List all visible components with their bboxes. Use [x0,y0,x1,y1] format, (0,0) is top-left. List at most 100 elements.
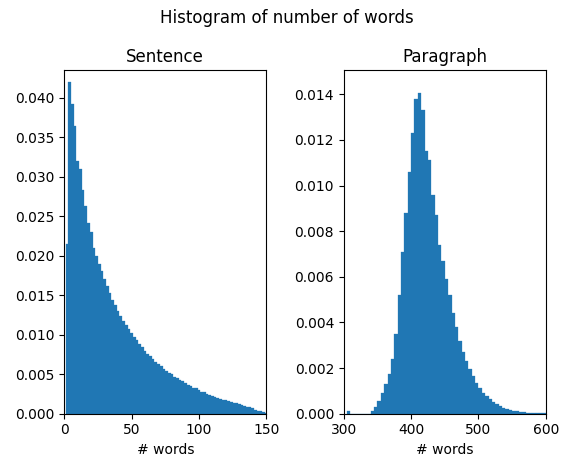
Bar [82,190,84,414]
Bar [203,392,205,414]
Bar [200,392,203,414]
Bar [135,340,138,414]
Bar [425,152,428,414]
Bar [71,104,73,414]
Bar [435,215,438,414]
Bar [187,385,189,414]
Bar [103,279,106,414]
Bar [232,403,235,414]
Bar [195,388,197,414]
Bar [505,409,509,414]
Bar [90,232,92,414]
Bar [168,373,170,414]
Bar [157,364,160,414]
Bar [98,264,100,414]
Bar [181,381,184,414]
Bar [114,305,117,414]
Bar [146,354,149,414]
Bar [173,377,176,414]
Bar [76,161,79,414]
Bar [230,402,232,414]
Text: Histogram of number of words: Histogram of number of words [160,9,414,27]
Bar [347,411,351,414]
Bar [532,413,536,414]
Bar [519,412,522,414]
Bar [529,413,532,414]
Bar [241,405,243,414]
Bar [495,405,499,414]
Bar [87,223,90,414]
Bar [414,99,418,414]
Bar [492,402,495,414]
Bar [515,412,519,414]
Bar [165,371,168,414]
Bar [222,399,224,414]
Bar [404,213,408,414]
Bar [259,412,262,414]
Bar [179,380,181,414]
Bar [377,401,381,414]
Bar [428,160,431,414]
Bar [461,352,465,414]
Bar [92,248,95,414]
Bar [79,169,82,414]
Bar [384,384,387,414]
Bar [468,369,472,414]
Bar [254,410,257,414]
Bar [485,396,488,414]
Bar [130,333,133,414]
Bar [465,361,468,414]
Bar [249,407,251,414]
Bar [127,329,130,414]
Bar [438,245,441,414]
Bar [488,399,492,414]
Bar [262,412,265,414]
Bar [421,110,425,414]
Bar [235,404,238,414]
Bar [214,397,216,414]
Bar [170,374,173,414]
Bar [108,293,111,414]
Bar [509,410,512,414]
Bar [111,300,114,414]
Bar [499,406,502,414]
Bar [482,393,485,414]
Bar [452,313,455,414]
Bar [526,413,529,414]
Bar [458,341,461,414]
Bar [257,411,259,414]
Bar [431,194,435,414]
Bar [162,369,165,414]
Bar [401,252,404,414]
Bar [475,383,479,414]
Bar [95,256,98,414]
Bar [192,388,195,414]
Bar [381,393,384,414]
Bar [472,376,475,414]
Bar [154,362,157,414]
Bar [387,374,391,414]
Bar [374,407,377,414]
Title: Paragraph: Paragraph [402,48,487,66]
Bar [122,320,125,414]
Bar [246,406,249,414]
X-axis label: # words: # words [416,443,474,457]
Bar [398,295,401,414]
Bar [184,383,187,414]
Bar [441,261,445,414]
Bar [512,411,515,414]
Bar [371,411,374,414]
Bar [205,394,208,414]
Bar [138,344,141,414]
Bar [408,172,411,414]
Bar [219,399,222,414]
Bar [224,400,227,414]
Bar [522,413,526,414]
Bar [133,337,135,414]
Bar [208,395,211,414]
Bar [216,398,219,414]
Bar [160,366,162,414]
Bar [445,279,448,414]
Bar [125,325,127,414]
Bar [238,404,241,414]
